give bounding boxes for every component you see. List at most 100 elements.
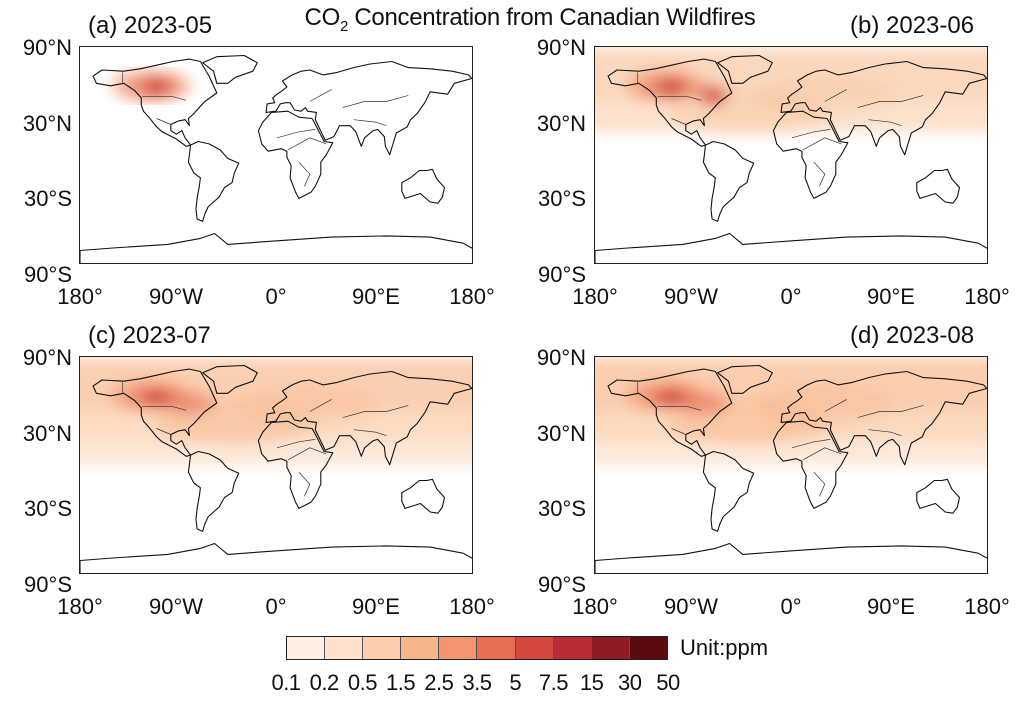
panel-b-label: (b) 2023-06 — [850, 12, 975, 39]
lon-tick-b-90e: 90°E — [867, 284, 915, 309]
colorbar-bin-3 — [401, 637, 440, 659]
quebec-plume — [699, 85, 728, 106]
coastline-south-america — [187, 450, 240, 532]
concentration-field — [111, 69, 192, 102]
coastline-eurasia — [265, 60, 472, 156]
coastline-africa — [772, 420, 849, 509]
lat-tick-c-90s: 90°S — [24, 572, 72, 597]
country-border — [309, 399, 332, 412]
coastline-north-america — [607, 58, 733, 147]
lon-tick-a-90e: 90°E — [352, 284, 400, 309]
country-border — [813, 471, 826, 497]
lat-tick-a-30s: 30°S — [24, 186, 72, 211]
map-svg — [80, 357, 472, 573]
lat-tick-c-30s: 30°S — [24, 496, 72, 521]
coastline-antarctica — [80, 542, 472, 573]
panel-c-label: (c) 2023-07 — [88, 322, 211, 349]
country-border — [824, 89, 847, 102]
country-border — [309, 89, 332, 102]
colorbar-tick-label: 0.2 — [309, 670, 340, 695]
map-svg — [595, 357, 987, 573]
lat-tick-d-30s: 30°S — [538, 496, 586, 521]
country-border — [857, 95, 924, 108]
country-border — [298, 471, 311, 497]
panel-b-map — [594, 46, 988, 264]
country-border — [802, 137, 842, 151]
colorbar-tick-label: 30 — [618, 670, 642, 695]
lon-tick-d-90e: 90°E — [867, 594, 915, 619]
country-border — [791, 439, 831, 449]
country-border — [342, 405, 409, 418]
concentration-field — [80, 357, 472, 466]
lon-tick-b-180e: 180° — [964, 284, 1010, 309]
colorbar-tick-label: 3.5 — [462, 670, 492, 695]
coastline-africa — [257, 420, 334, 509]
lon-tick-d-90w: 90°W — [663, 594, 719, 619]
colorbar-bin-4 — [439, 637, 478, 659]
panel-d-label: (d) 2023-08 — [850, 322, 975, 349]
colorbar-tick-label: 2.5 — [424, 670, 454, 695]
coastline-australia — [916, 168, 961, 204]
lat-tick-c-90n: 90°N — [22, 345, 72, 370]
colorbar-tick-label: 0.1 — [271, 670, 301, 695]
lon-tick-c-180w: 180° — [57, 594, 103, 619]
country-border — [868, 119, 902, 127]
coastline-antarctica — [595, 232, 987, 263]
lat-tick-d-30n: 30°N — [536, 421, 586, 446]
lat-tick-b-30n: 30°N — [536, 111, 586, 136]
country-border — [287, 447, 327, 461]
colorbar-bin-2 — [363, 637, 402, 659]
colorbar-bin-1 — [325, 637, 364, 659]
country-border — [142, 96, 187, 101]
coastline-south-america — [702, 140, 755, 222]
coastline-greenland — [202, 364, 258, 394]
coastline-australia — [401, 168, 446, 204]
country-border — [156, 428, 171, 435]
coastline-south-america — [187, 140, 240, 222]
country-border — [353, 429, 387, 437]
coastline-australia — [401, 478, 446, 514]
lon-tick-b-180w: 180° — [572, 284, 618, 309]
lat-tick-b-30s: 30°S — [538, 186, 586, 211]
colorbar-bin-6 — [515, 637, 554, 659]
colorbar-bin-9 — [629, 637, 667, 659]
panel-a-map — [79, 46, 473, 264]
country-border — [287, 137, 327, 151]
lon-tick-c-90w: 90°W — [148, 594, 204, 619]
europe-plume — [754, 385, 895, 426]
europe-plume — [754, 75, 895, 116]
colorbar-unit-label: Unit:ppm — [680, 635, 769, 660]
lon-tick-b-0: 0° — [780, 284, 802, 309]
coastline-greenland — [717, 54, 773, 84]
country-border — [276, 129, 316, 139]
map-svg — [595, 47, 987, 263]
coastline-australia — [916, 478, 961, 514]
colorbar-tick-label: 15 — [579, 670, 604, 695]
coastline-north-america — [92, 368, 218, 457]
east-canada-plume — [680, 391, 729, 416]
canada-plume-core — [660, 80, 683, 93]
lon-tick-a-0: 0° — [265, 284, 287, 309]
country-border — [671, 428, 686, 435]
lon-tick-a-180w: 180° — [57, 284, 103, 309]
coastline-north-america — [92, 58, 218, 147]
lon-tick-d-180e: 180° — [964, 594, 1010, 619]
title-prefix: CO — [304, 4, 341, 31]
lat-tick-a-30n: 30°N — [22, 111, 72, 136]
country-border — [868, 429, 902, 437]
colorbar — [286, 636, 668, 660]
colorbar-tick-label: 5 — [509, 670, 522, 695]
colorbar-bin-5 — [477, 637, 516, 659]
panel-a-label: (a) 2023-05 — [88, 12, 213, 39]
coastline-eurasia — [265, 370, 472, 466]
country-border — [156, 118, 171, 125]
colorbar-bin-8 — [591, 637, 630, 659]
lon-tick-d-180w: 180° — [572, 594, 618, 619]
colorbar-tick-label: 0.5 — [347, 670, 378, 695]
coastline-antarctica — [595, 542, 987, 573]
tropics-band — [80, 441, 472, 466]
country-border — [791, 129, 831, 139]
coastline-north-america — [607, 368, 733, 457]
lon-tick-d-0: 0° — [780, 594, 802, 619]
